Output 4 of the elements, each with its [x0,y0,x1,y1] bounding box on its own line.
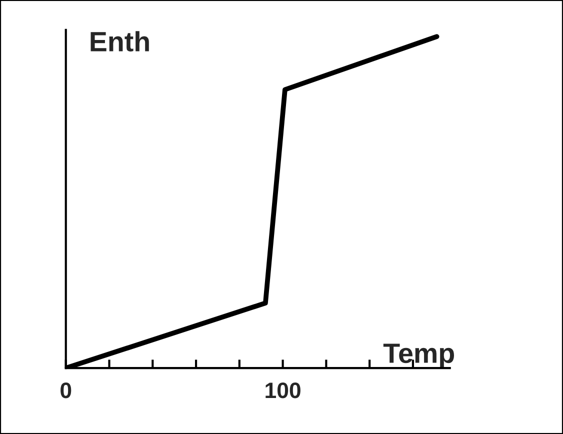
y-axis-title: Enth [90,31,149,52]
x-tick-label: 0 [60,382,72,398]
x-axis-title: Temp [383,344,454,369]
x-tick-label: 100 [266,382,300,398]
